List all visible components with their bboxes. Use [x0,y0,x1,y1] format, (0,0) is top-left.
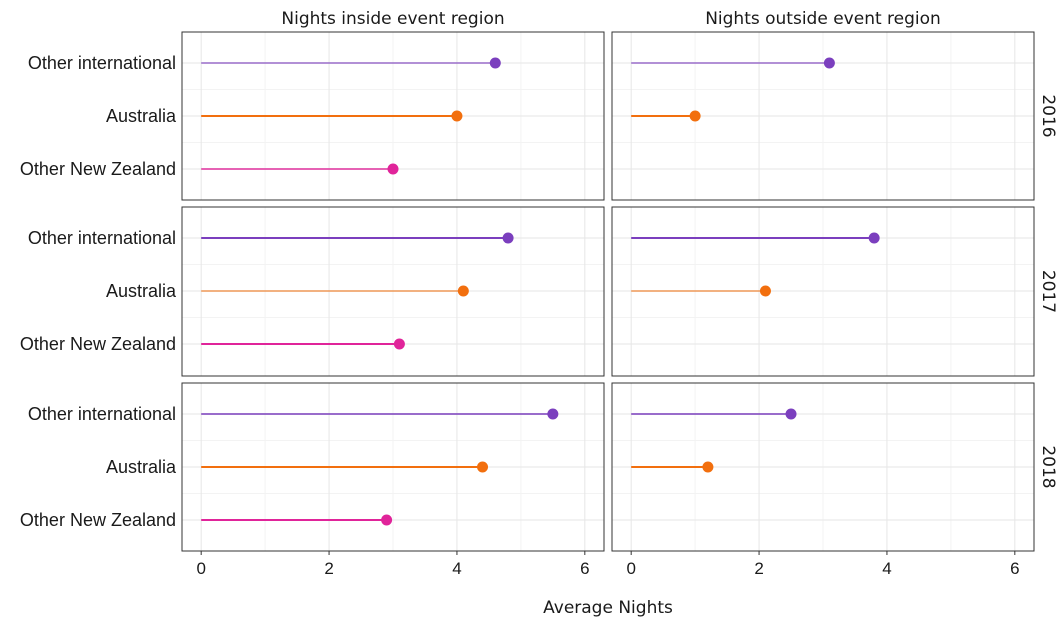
category-label: Other New Zealand [20,159,176,179]
panel-border [611,382,1035,552]
lollipop-point [387,163,399,175]
lollipop-point [547,408,559,420]
row-strip-label: 2017 [1038,270,1058,313]
category-label: Other international [28,53,176,73]
x-tick-label: 0 [626,559,635,578]
lollipop-point [451,110,463,122]
lollipop-point [393,338,405,350]
lollipop-point [785,408,797,420]
category-label: Australia [106,457,177,477]
lollipop-point [702,461,714,473]
panel-border [181,31,605,201]
lollipop-point [868,232,880,244]
lollipop-point [823,57,835,69]
column-title: Nights outside event region [705,9,941,29]
lollipop-point [759,285,771,297]
x-tick-label: 4 [452,559,461,578]
x-tick-label: 4 [882,559,891,578]
panel-border [181,206,605,377]
panel-border [611,206,1035,377]
x-tick-label: 6 [1010,559,1019,578]
lollipop-point [457,285,469,297]
x-tick-label: 0 [196,559,205,578]
column-title: Nights inside event region [281,9,504,29]
category-label: Other international [28,228,176,248]
lollipop-point [381,514,393,526]
x-tick-label: 6 [580,559,589,578]
x-axis-title: Average Nights [543,598,673,618]
lollipop-point [489,57,501,69]
x-tick-label: 2 [754,559,763,578]
category-label: Australia [106,281,177,301]
lollipop-point [477,461,489,473]
category-label: Other New Zealand [20,510,176,530]
lollipop-point [502,232,514,244]
row-strip-label: 2018 [1038,445,1058,488]
x-tick-label: 2 [324,559,333,578]
lollipop-point [689,110,701,122]
category-label: Other international [28,404,176,424]
category-label: Other New Zealand [20,334,176,354]
panel-border [181,382,605,552]
category-label: Australia [106,106,177,126]
panel-border [611,31,1035,201]
row-strip-label: 2016 [1038,94,1058,137]
